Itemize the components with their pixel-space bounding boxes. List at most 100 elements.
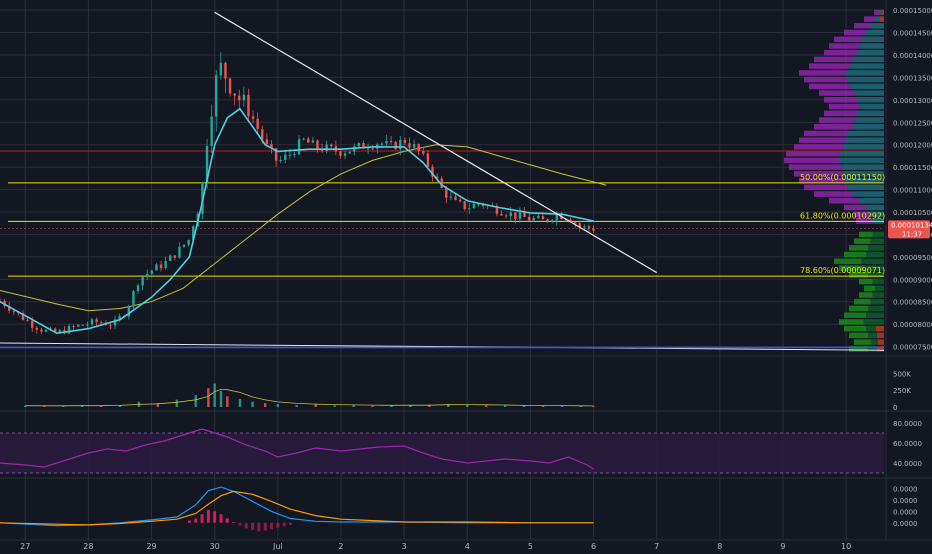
macd-histogram-bar xyxy=(200,514,204,523)
macd-panel[interactable] xyxy=(0,486,594,532)
x-tick-label: 5 xyxy=(528,542,533,550)
volume-profile-bar xyxy=(824,110,857,117)
candle-body xyxy=(583,226,586,228)
volume-profile-bar xyxy=(854,238,871,244)
x-tick-label: 30 xyxy=(210,542,220,550)
price-panel[interactable]: 50.00%(0.00011150) 61.80%(0.00010292) 78.6… xyxy=(0,11,885,351)
candle-body xyxy=(518,212,522,219)
candle-body xyxy=(537,215,540,219)
candle-body xyxy=(440,178,443,188)
x-tick-label: 2 xyxy=(338,542,343,550)
volume-bar xyxy=(156,402,160,407)
candle-body xyxy=(182,244,186,247)
volume-profile-bar xyxy=(863,265,884,271)
last-price-label: 0.00010134 xyxy=(891,221,932,229)
volume-bar xyxy=(213,383,216,407)
y-tick-label: 0.00008500 xyxy=(893,299,932,307)
support-trendline[interactable] xyxy=(0,342,885,351)
volume-profile-bar xyxy=(839,265,864,271)
volume-profile-bar xyxy=(794,144,844,150)
volume-profile-bar xyxy=(874,9,880,16)
volume-bar xyxy=(485,405,488,407)
macd-histogram-bar xyxy=(270,522,274,530)
volume-bar xyxy=(226,396,229,407)
volume-panel[interactable] xyxy=(24,383,595,408)
candle-body xyxy=(477,203,480,205)
volume-profile-bar xyxy=(844,204,866,211)
candle-body xyxy=(325,144,328,151)
volume-profile-bar xyxy=(876,325,884,332)
volume-profile-bar xyxy=(854,211,871,217)
volume-profile-bar xyxy=(872,292,884,298)
rsi-panel[interactable] xyxy=(0,428,884,474)
volume-bar xyxy=(251,401,254,407)
descending-trendline[interactable] xyxy=(214,11,657,274)
volume-profile-bar xyxy=(849,305,869,312)
candle-body xyxy=(532,218,535,221)
volume-profile-bar xyxy=(849,272,869,278)
candle-body xyxy=(31,320,34,328)
candle-body xyxy=(371,148,374,150)
volume-profile-bar xyxy=(850,83,884,90)
volume-profile-bar xyxy=(857,97,884,103)
volume-bar xyxy=(118,404,122,407)
candle-body xyxy=(164,260,167,269)
volume-profile-bar xyxy=(870,339,884,345)
candle-body xyxy=(77,324,80,327)
volume-profile-bar xyxy=(859,231,873,238)
volume-profile-bar xyxy=(852,123,884,130)
candle-body xyxy=(35,327,39,330)
macd-histogram-bar xyxy=(219,514,223,523)
volume-profile-bar xyxy=(824,97,857,103)
volume-bar xyxy=(207,388,210,407)
candle-body xyxy=(357,143,361,147)
volume-bar xyxy=(43,405,46,407)
candle-body xyxy=(8,306,11,311)
candle-body xyxy=(118,316,121,320)
macd-tick-label: 0.0000 xyxy=(893,497,918,505)
candle-body xyxy=(463,201,466,210)
candle-body xyxy=(141,277,144,286)
volume-bar xyxy=(522,405,526,407)
countdown-label: 11:37 xyxy=(902,230,922,238)
candle-body xyxy=(173,255,177,258)
volume-profile-bar xyxy=(879,9,884,16)
y-tick-label: 0.00014500 xyxy=(893,30,932,38)
volume-profile xyxy=(784,9,884,352)
candle-body xyxy=(504,215,508,217)
candle-body xyxy=(284,154,287,161)
volume-profile-bar xyxy=(854,90,884,96)
candle-body xyxy=(261,129,264,140)
volume-profile-bar xyxy=(868,332,884,339)
volume-profile-bar xyxy=(863,319,884,325)
x-tick-label: 6 xyxy=(591,542,596,550)
candle-body xyxy=(458,199,462,202)
candle-body xyxy=(132,291,135,307)
y-tick-label: 0.00009000 xyxy=(893,276,932,284)
volume-profile-bar xyxy=(878,339,884,345)
volume-bar xyxy=(264,402,267,407)
volume-profile-bar xyxy=(786,150,840,157)
volume-bar xyxy=(409,404,412,407)
volume-bar xyxy=(295,404,298,407)
candle-body xyxy=(362,143,365,149)
candle-body xyxy=(54,328,57,333)
volume-bar xyxy=(560,405,564,407)
candle-body xyxy=(445,187,448,198)
macd-histogram-bar xyxy=(213,511,217,523)
candle-body xyxy=(67,326,71,334)
volume-profile-bar xyxy=(843,171,884,177)
volume-profile-bar xyxy=(839,319,864,325)
y-tick-label: 0.00011000 xyxy=(893,187,932,195)
candle-body xyxy=(109,325,112,327)
volume-profile-bar xyxy=(859,292,873,298)
volume-profile-bar xyxy=(852,56,884,63)
candle-body xyxy=(155,264,158,271)
candle-body xyxy=(228,78,232,94)
volume-profile-bar xyxy=(859,43,884,49)
candle-body xyxy=(573,222,577,224)
rsi-tick-label: 40.0000 xyxy=(893,460,922,468)
volume-profile-bar xyxy=(870,298,884,305)
